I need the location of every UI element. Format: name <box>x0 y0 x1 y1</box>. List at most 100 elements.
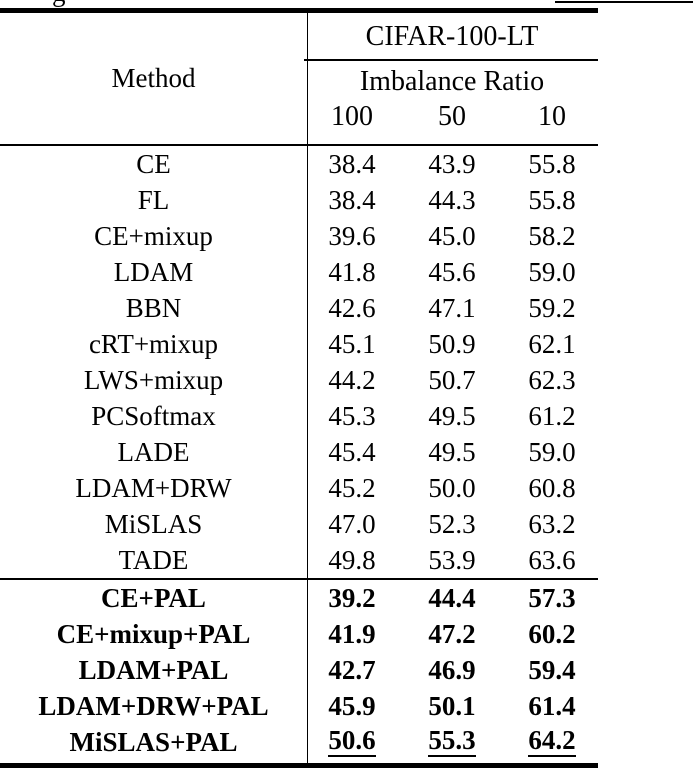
value-text: 60.2 <box>528 618 576 649</box>
table-row: BBN 42.6 47.1 59.2 <box>0 290 598 326</box>
cropped-text-fragment: g <box>52 0 86 7</box>
value-text: 59.2 <box>528 292 576 323</box>
method-cell: CE <box>136 148 171 179</box>
value-text: 60.8 <box>528 472 576 503</box>
table-row: LDAM 41.8 45.6 59.0 <box>0 254 598 290</box>
method-cell: LADE <box>117 436 190 467</box>
value-text: 41.8 <box>328 256 376 287</box>
value-text: 45.6 <box>428 256 476 287</box>
value-cell: 47.0 <box>307 510 397 538</box>
value-cell: 49.5 <box>397 400 507 431</box>
value-cell: 52.3 <box>397 510 507 538</box>
value-text: 49.8 <box>328 544 376 575</box>
adjacent-rule-fragment <box>555 1 693 4</box>
column-divider <box>306 12 309 763</box>
value-text: 45.2 <box>328 472 376 503</box>
value-cell: 45.6 <box>397 256 507 287</box>
method-cell: LDAM+DRW <box>75 472 232 503</box>
value-text: 42.7 <box>328 654 376 685</box>
table-row: CE+mixup 39.6 45.0 58.2 <box>0 218 598 254</box>
value-text: 55.8 <box>528 148 576 179</box>
table-row: CE+PAL 39.2 44.4 57.3 <box>0 580 598 616</box>
method-cell: FL <box>137 184 170 215</box>
ratio-col-10: 10 <box>538 101 566 132</box>
value-cell: 53.9 <box>397 546 507 574</box>
method-cell: LWS+mixup <box>83 364 224 395</box>
value-text: 49.5 <box>428 436 476 467</box>
method-cell: MiSLAS <box>104 508 203 539</box>
value-cell: 39.2 <box>307 582 397 613</box>
value-cell: 50.6 <box>307 727 397 757</box>
value-text: 41.9 <box>328 618 376 649</box>
value-text: 63.6 <box>528 544 576 575</box>
value-text: 61.4 <box>528 690 576 721</box>
value-text: 50.1 <box>428 690 476 721</box>
value-cell: 45.0 <box>397 220 507 251</box>
value-text: 64.2 <box>528 725 576 757</box>
value-cell: 41.9 <box>307 618 397 649</box>
value-cell: 44.4 <box>397 582 507 613</box>
table-row: CE 38.4 43.9 55.8 <box>0 146 598 182</box>
value-text: 45.3 <box>328 400 376 431</box>
value-cell: 55.8 <box>507 148 597 179</box>
ratio-column-headers: 100 50 10 <box>307 101 597 133</box>
value-cell: 61.4 <box>507 690 597 721</box>
ratio-col-50: 50 <box>438 101 466 132</box>
value-text: 55.3 <box>428 725 476 757</box>
value-cell: 46.9 <box>397 654 507 685</box>
value-cell: 47.2 <box>397 620 507 648</box>
value-cell: 60.2 <box>507 618 597 649</box>
value-cell: 44.3 <box>397 186 507 214</box>
table-top-rule <box>0 8 598 13</box>
value-cell: 59.0 <box>507 256 597 287</box>
value-text: 45.0 <box>428 220 476 251</box>
value-cell: 49.8 <box>307 544 397 575</box>
table-row: TADE 49.8 53.9 63.6 <box>0 542 598 578</box>
value-text: 44.4 <box>428 582 476 613</box>
value-cell: 50.0 <box>397 472 507 503</box>
table-row: CE+mixup+PAL 41.9 47.2 60.2 <box>0 616 598 652</box>
value-cell: 62.3 <box>507 364 597 395</box>
table-row: MiSLAS 47.0 52.3 63.2 <box>0 506 598 542</box>
method-cell: PCSoftmax <box>91 400 216 431</box>
value-text: 49.5 <box>428 400 476 431</box>
value-cell: 44.2 <box>307 366 397 394</box>
baseline-rows-section: CE 38.4 43.9 55.8 FL 38.4 44.3 55.8 CE+mixup 39.6… <box>0 146 598 578</box>
table-row: MiSLAS+PAL 50.6 55.3 64.2 <box>0 724 598 760</box>
value-cell: 42.7 <box>307 654 397 685</box>
method-cell: CE+mixup <box>94 220 213 251</box>
value-cell: 45.2 <box>307 472 397 503</box>
value-text: 50.6 <box>328 725 376 757</box>
value-cell: 42.6 <box>307 292 397 323</box>
method-cell: LDAM <box>113 256 194 287</box>
value-text: 45.1 <box>328 328 376 359</box>
value-text: 45.9 <box>328 690 376 721</box>
cropped-glyph: g <box>52 0 66 6</box>
value-text: 50.7 <box>428 364 476 395</box>
value-text: 38.4 <box>328 184 376 215</box>
method-cell: CE+mixup+PAL <box>56 618 251 649</box>
pal-rows-section: CE+PAL 39.2 44.4 57.3 CE+mixup+PAL 41.9 47.2 60… <box>0 580 598 760</box>
value-text: 50.9 <box>428 328 476 359</box>
imbalance-ratio-subheader: Imbalance Ratio <box>359 66 545 97</box>
value-cell: 50.7 <box>397 364 507 395</box>
value-cell: 45.1 <box>307 328 397 359</box>
value-text: 59.0 <box>528 256 576 287</box>
value-cell: 59.0 <box>507 438 597 466</box>
value-text: 46.9 <box>428 654 476 685</box>
ratio-col-100: 100 <box>331 101 373 132</box>
value-text: 50.0 <box>428 472 476 503</box>
value-cell: 64.2 <box>507 727 597 757</box>
value-cell: 43.9 <box>397 150 507 178</box>
value-text: 39.2 <box>328 582 376 613</box>
value-text: 61.2 <box>528 400 576 431</box>
table-bottom-rule <box>0 763 598 768</box>
method-cell: cRT+mixup <box>88 328 219 359</box>
value-cell: 38.4 <box>307 184 397 215</box>
table-row: PCSoftmax 45.3 49.5 61.2 <box>0 398 598 434</box>
method-cell: BBN <box>125 292 182 323</box>
header-bottom-rule <box>0 144 598 147</box>
value-text: 42.6 <box>328 292 376 323</box>
value-text: 62.3 <box>528 364 576 395</box>
